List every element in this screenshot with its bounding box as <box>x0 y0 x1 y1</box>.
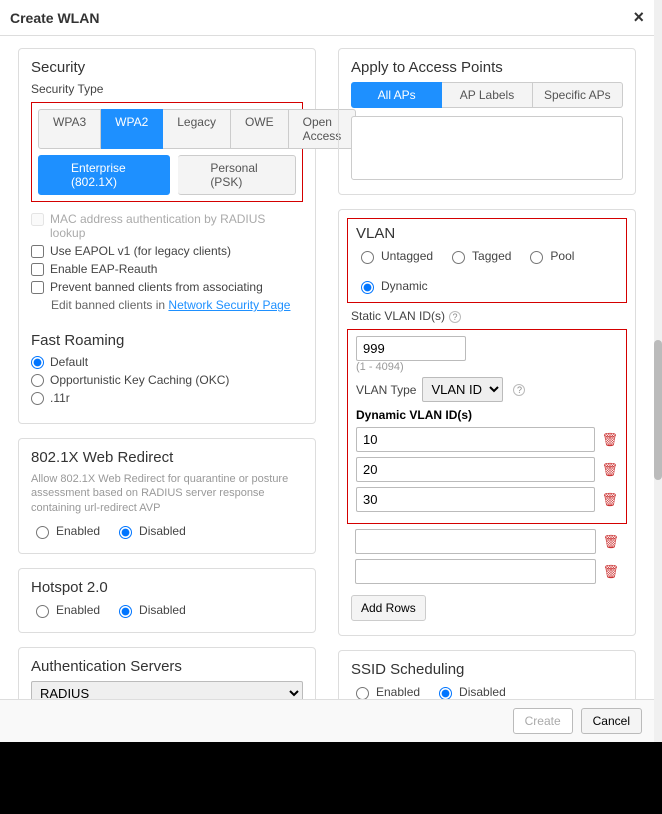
web-redirect-radios: Enabled Disabled <box>31 523 303 539</box>
scrollbar-thumb[interactable] <box>654 340 662 480</box>
tab-all-aps[interactable]: All APs <box>351 82 442 108</box>
tab-psk[interactable]: Personal (PSK) <box>178 155 296 195</box>
static-vlan-label: Static VLAN ID(s)? <box>351 309 623 323</box>
tab-legacy[interactable]: Legacy <box>163 109 231 149</box>
vlan-values-highlight: (1 - 4094) VLAN Type VLAN ID ? Dynamic V… <box>347 329 627 524</box>
ssid-scheduling-panel: SSID Scheduling Enabled Disabled <box>338 650 636 699</box>
dynamic-vlan-row: 🗑 <box>355 529 619 554</box>
vlan-pool[interactable]: Pool <box>525 248 574 264</box>
ap-list-box <box>351 116 623 180</box>
add-rows-button[interactable]: Add Rows <box>351 595 426 621</box>
mac-radius-checkbox <box>31 213 44 226</box>
web-redirect-enabled[interactable]: Enabled <box>31 523 100 539</box>
eap-reauth-option[interactable]: Enable EAP-Reauth <box>31 262 303 276</box>
dynamic-vlan-input[interactable] <box>355 559 596 584</box>
dynamic-vlan-label: Dynamic VLAN ID(s) <box>356 408 618 422</box>
hotspot-panel: Hotspot 2.0 Enabled Disabled <box>18 568 316 633</box>
dialog-title: Create WLAN <box>10 10 99 26</box>
auth-type-select[interactable]: RADIUS <box>31 681 303 699</box>
dialog-footer: Create Cancel <box>0 699 654 742</box>
trash-icon[interactable]: 🗑 <box>602 534 619 550</box>
banned-clients-checkbox[interactable] <box>31 281 44 294</box>
cancel-button[interactable]: Cancel <box>581 708 642 734</box>
trash-icon[interactable]: 🗑 <box>601 432 618 448</box>
vlan-tagged[interactable]: Tagged <box>447 248 511 264</box>
right-column: Apply to Access Points All APs AP Labels… <box>338 48 636 687</box>
dynamic-vlan-row: 🗑 <box>356 457 618 482</box>
security-panel: Security Security Type WPA3 WPA2 Legacy … <box>18 48 316 424</box>
tab-enterprise[interactable]: Enterprise (802.1X) <box>38 155 170 195</box>
web-redirect-disabled[interactable]: Disabled <box>114 523 186 539</box>
static-vlan-range: (1 - 4094) <box>356 361 618 373</box>
tab-owe[interactable]: OWE <box>231 109 289 149</box>
dynamic-vlan-row: 🗑 <box>355 559 619 584</box>
security-title: Security <box>31 59 303 76</box>
roaming-default[interactable]: Default <box>31 355 303 369</box>
vlan-mode-highlight: VLAN Untagged Tagged Pool Dynamic <box>347 218 627 303</box>
vlan-type-label: VLAN Type <box>356 383 416 397</box>
ap-title: Apply to Access Points <box>351 59 623 76</box>
dynamic-vlan-row: 🗑 <box>356 487 618 512</box>
ssid-sched-radios: Enabled Disabled <box>351 684 623 699</box>
dynamic-vlan-input[interactable] <box>356 457 595 482</box>
help-icon[interactable]: ? <box>513 384 525 396</box>
hotspot-disabled[interactable]: Disabled <box>114 602 186 618</box>
left-column: Security Security Type WPA3 WPA2 Legacy … <box>18 48 316 687</box>
ssid-sched-title: SSID Scheduling <box>351 661 623 678</box>
create-button[interactable]: Create <box>513 708 573 734</box>
network-security-link[interactable]: Network Security Page <box>168 298 290 312</box>
dialog-header: Create WLAN × <box>0 0 654 36</box>
dynamic-vlan-input[interactable] <box>355 529 596 554</box>
auth-servers-panel: Authentication Servers RADIUS RADIUS Aut… <box>18 647 316 699</box>
fast-roaming-title: Fast Roaming <box>31 332 303 349</box>
banned-clients-note: Edit banned clients in Network Security … <box>51 298 303 312</box>
ssid-sched-disabled[interactable]: Disabled <box>434 684 506 699</box>
vlan-type-select[interactable]: VLAN ID <box>422 377 503 402</box>
ssid-sched-enabled[interactable]: Enabled <box>351 684 420 699</box>
web-redirect-title: 802.1X Web Redirect <box>31 449 303 466</box>
roaming-11r[interactable]: .11r <box>31 391 303 405</box>
dialog-body: Security Security Type WPA3 WPA2 Legacy … <box>0 36 654 699</box>
roaming-okc[interactable]: Opportunistic Key Caching (OKC) <box>31 373 303 387</box>
security-type-tabs: WPA3 WPA2 Legacy OWE Open Access <box>38 109 296 149</box>
dynamic-vlan-row: 🗑 <box>356 427 618 452</box>
mac-radius-option: MAC address authentication by RADIUS loo… <box>31 212 303 240</box>
dynamic-vlan-list: 🗑 🗑 🗑 <box>356 427 618 512</box>
vlan-title: VLAN <box>356 225 618 242</box>
help-icon[interactable]: ? <box>449 311 461 323</box>
dynamic-vlan-list-extra: 🗑 🗑 <box>351 529 623 584</box>
access-points-panel: Apply to Access Points All APs AP Labels… <box>338 48 636 195</box>
vlan-panel: VLAN Untagged Tagged Pool Dynamic Static… <box>338 209 636 636</box>
hotspot-title: Hotspot 2.0 <box>31 579 303 596</box>
tab-wpa3[interactable]: WPA3 <box>38 109 101 149</box>
trash-icon[interactable]: 🗑 <box>601 492 618 508</box>
vlan-type-row: VLAN Type VLAN ID ? <box>356 377 618 402</box>
web-redirect-panel: 802.1X Web Redirect Allow 802.1X Web Red… <box>18 438 316 554</box>
tab-specific-aps[interactable]: Specific APs <box>533 82 623 108</box>
tab-wpa2[interactable]: WPA2 <box>101 109 163 149</box>
auth-servers-title: Authentication Servers <box>31 658 303 675</box>
dynamic-vlan-input[interactable] <box>356 427 595 452</box>
security-type-label: Security Type <box>31 82 303 96</box>
tab-ap-labels[interactable]: AP Labels <box>442 82 532 108</box>
vlan-dynamic[interactable]: Dynamic <box>356 278 428 294</box>
create-wlan-dialog: Create WLAN × Security Security Type WPA… <box>0 0 654 742</box>
eapol-option[interactable]: Use EAPOL v1 (for legacy clients) <box>31 244 303 258</box>
trash-icon[interactable]: 🗑 <box>602 564 619 580</box>
banned-clients-option[interactable]: Prevent banned clients from associating <box>31 280 303 294</box>
hotspot-radios: Enabled Disabled <box>31 602 303 618</box>
security-tabs-highlight: WPA3 WPA2 Legacy OWE Open Access Enterpr… <box>31 102 303 202</box>
web-redirect-desc: Allow 802.1X Web Redirect for quarantine… <box>31 472 303 515</box>
dynamic-vlan-input[interactable] <box>356 487 595 512</box>
static-vlan-input[interactable] <box>356 336 466 361</box>
trash-icon[interactable]: 🗑 <box>601 462 618 478</box>
ap-tabs: All APs AP Labels Specific APs <box>351 82 623 108</box>
eapol-checkbox[interactable] <box>31 245 44 258</box>
vlan-mode-radios: Untagged Tagged Pool Dynamic <box>356 248 618 294</box>
eap-reauth-checkbox[interactable] <box>31 263 44 276</box>
hotspot-enabled[interactable]: Enabled <box>31 602 100 618</box>
vlan-untagged[interactable]: Untagged <box>356 248 433 264</box>
close-icon[interactable]: × <box>633 7 644 28</box>
security-mode-tabs: Enterprise (802.1X) Personal (PSK) <box>38 155 296 195</box>
